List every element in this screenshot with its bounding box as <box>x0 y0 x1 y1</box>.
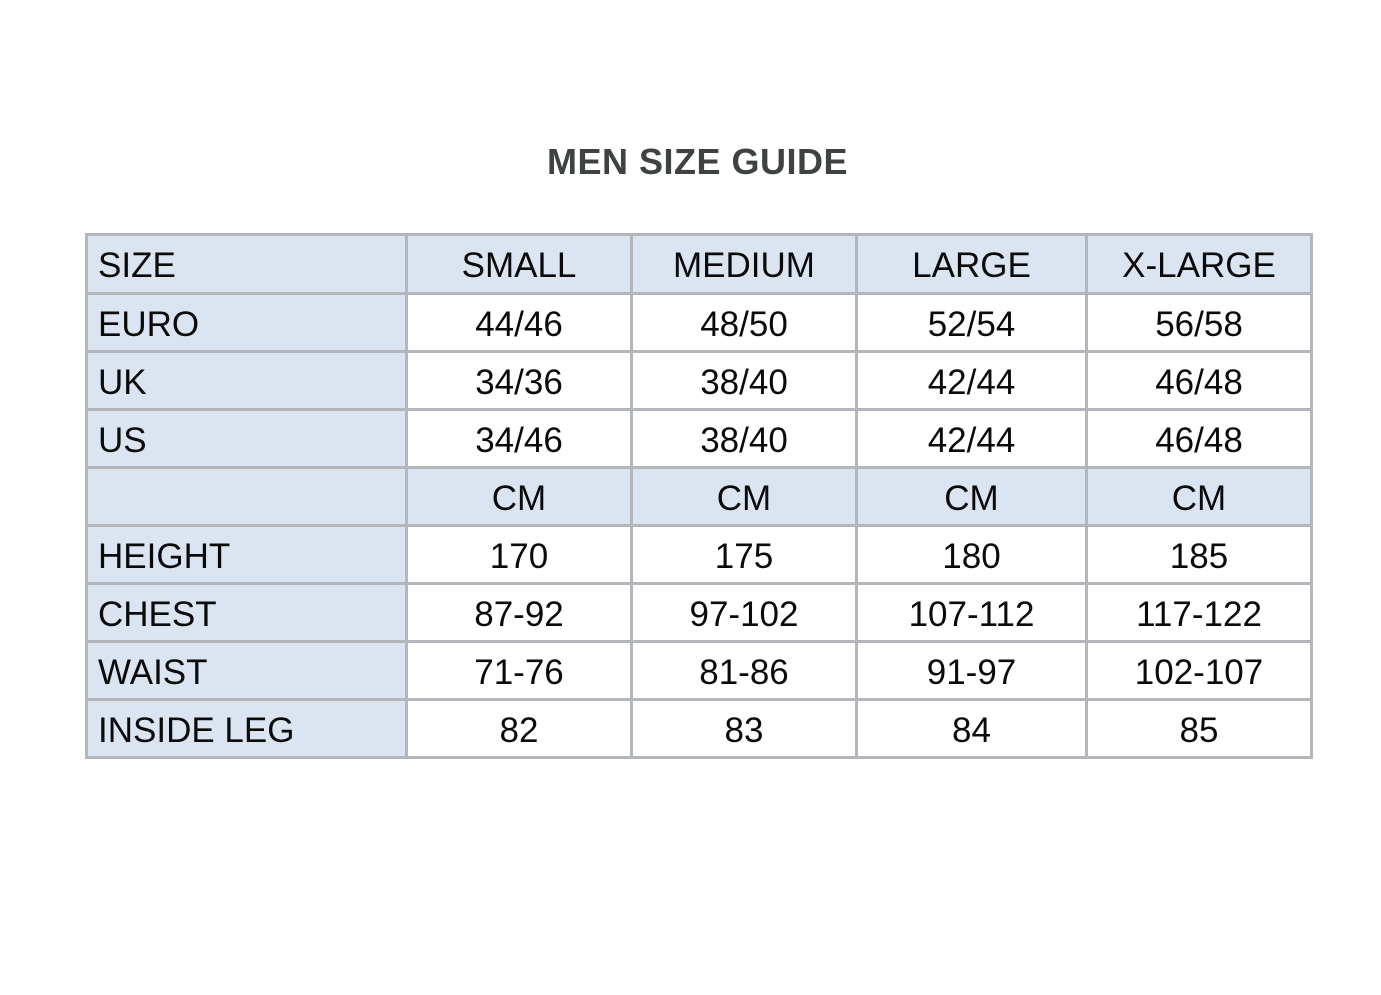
header-cell-x-large: X-LARGE <box>1085 233 1313 295</box>
height-small-value: 170 <box>405 524 633 585</box>
table-row-uk: UK 34/36 38/40 42/44 46/48 <box>85 350 1313 411</box>
inside-leg-small-value: 82 <box>405 698 633 759</box>
table-row-euro: EURO 44/46 48/50 52/54 56/58 <box>85 292 1313 353</box>
height-medium-value: 175 <box>630 524 858 585</box>
row-label-waist: WAIST <box>85 640 408 701</box>
euro-x-large-value: 56/58 <box>1085 292 1313 353</box>
height-x-large-value: 185 <box>1085 524 1313 585</box>
header-cell-small: SMALL <box>405 233 633 295</box>
table-row-chest: CHEST 87-92 97-102 107-112 117-122 <box>85 582 1313 643</box>
inside-leg-medium-value: 83 <box>630 698 858 759</box>
uk-small-value: 34/36 <box>405 350 633 411</box>
cm-unit-medium: CM <box>630 466 858 527</box>
header-cell-medium: MEDIUM <box>630 233 858 295</box>
header-cell-large: LARGE <box>855 233 1088 295</box>
table-row-cm-units: CM CM CM CM <box>85 466 1313 527</box>
height-large-value: 180 <box>855 524 1088 585</box>
table-header-row: SIZE SMALL MEDIUM LARGE X-LARGE <box>85 233 1313 295</box>
us-large-value: 42/44 <box>855 408 1088 469</box>
waist-x-large-value: 102-107 <box>1085 640 1313 701</box>
euro-small-value: 44/46 <box>405 292 633 353</box>
page-title: MEN SIZE GUIDE <box>546 141 849 182</box>
row-label-inside-leg: INSIDE LEG <box>85 698 408 759</box>
row-label-us: US <box>85 408 408 469</box>
row-label-euro: EURO <box>85 292 408 353</box>
us-small-value: 34/46 <box>405 408 633 469</box>
cm-unit-x-large: CM <box>1085 466 1313 527</box>
euro-medium-value: 48/50 <box>630 292 858 353</box>
waist-large-value: 91-97 <box>855 640 1088 701</box>
cm-unit-small: CM <box>405 466 633 527</box>
row-label-height: HEIGHT <box>85 524 408 585</box>
row-label-uk: UK <box>85 350 408 411</box>
uk-x-large-value: 46/48 <box>1085 350 1313 411</box>
chest-large-value: 107-112 <box>855 582 1088 643</box>
table-row-us: US 34/46 38/40 42/44 46/48 <box>85 408 1313 469</box>
row-label-chest: CHEST <box>85 582 408 643</box>
chest-x-large-value: 117-122 <box>1085 582 1313 643</box>
cm-unit-large: CM <box>855 466 1088 527</box>
inside-leg-large-value: 84 <box>855 698 1088 759</box>
inside-leg-x-large-value: 85 <box>1085 698 1313 759</box>
header-cell-size: SIZE <box>85 233 408 295</box>
table-row-inside-leg: INSIDE LEG 82 83 84 85 <box>85 698 1313 759</box>
us-x-large-value: 46/48 <box>1085 408 1313 469</box>
table-row-waist: WAIST 71-76 81-86 91-97 102-107 <box>85 640 1313 701</box>
table-row-height: HEIGHT 170 175 180 185 <box>85 524 1313 585</box>
waist-medium-value: 81-86 <box>630 640 858 701</box>
men-size-guide-table: SIZE SMALL MEDIUM LARGE X-LARGE EURO 44/… <box>85 233 1313 759</box>
us-medium-value: 38/40 <box>630 408 858 469</box>
uk-medium-value: 38/40 <box>630 350 858 411</box>
uk-large-value: 42/44 <box>855 350 1088 411</box>
euro-large-value: 52/54 <box>855 292 1088 353</box>
row-label-empty <box>85 466 408 527</box>
waist-small-value: 71-76 <box>405 640 633 701</box>
chest-medium-value: 97-102 <box>630 582 858 643</box>
chest-small-value: 87-92 <box>405 582 633 643</box>
